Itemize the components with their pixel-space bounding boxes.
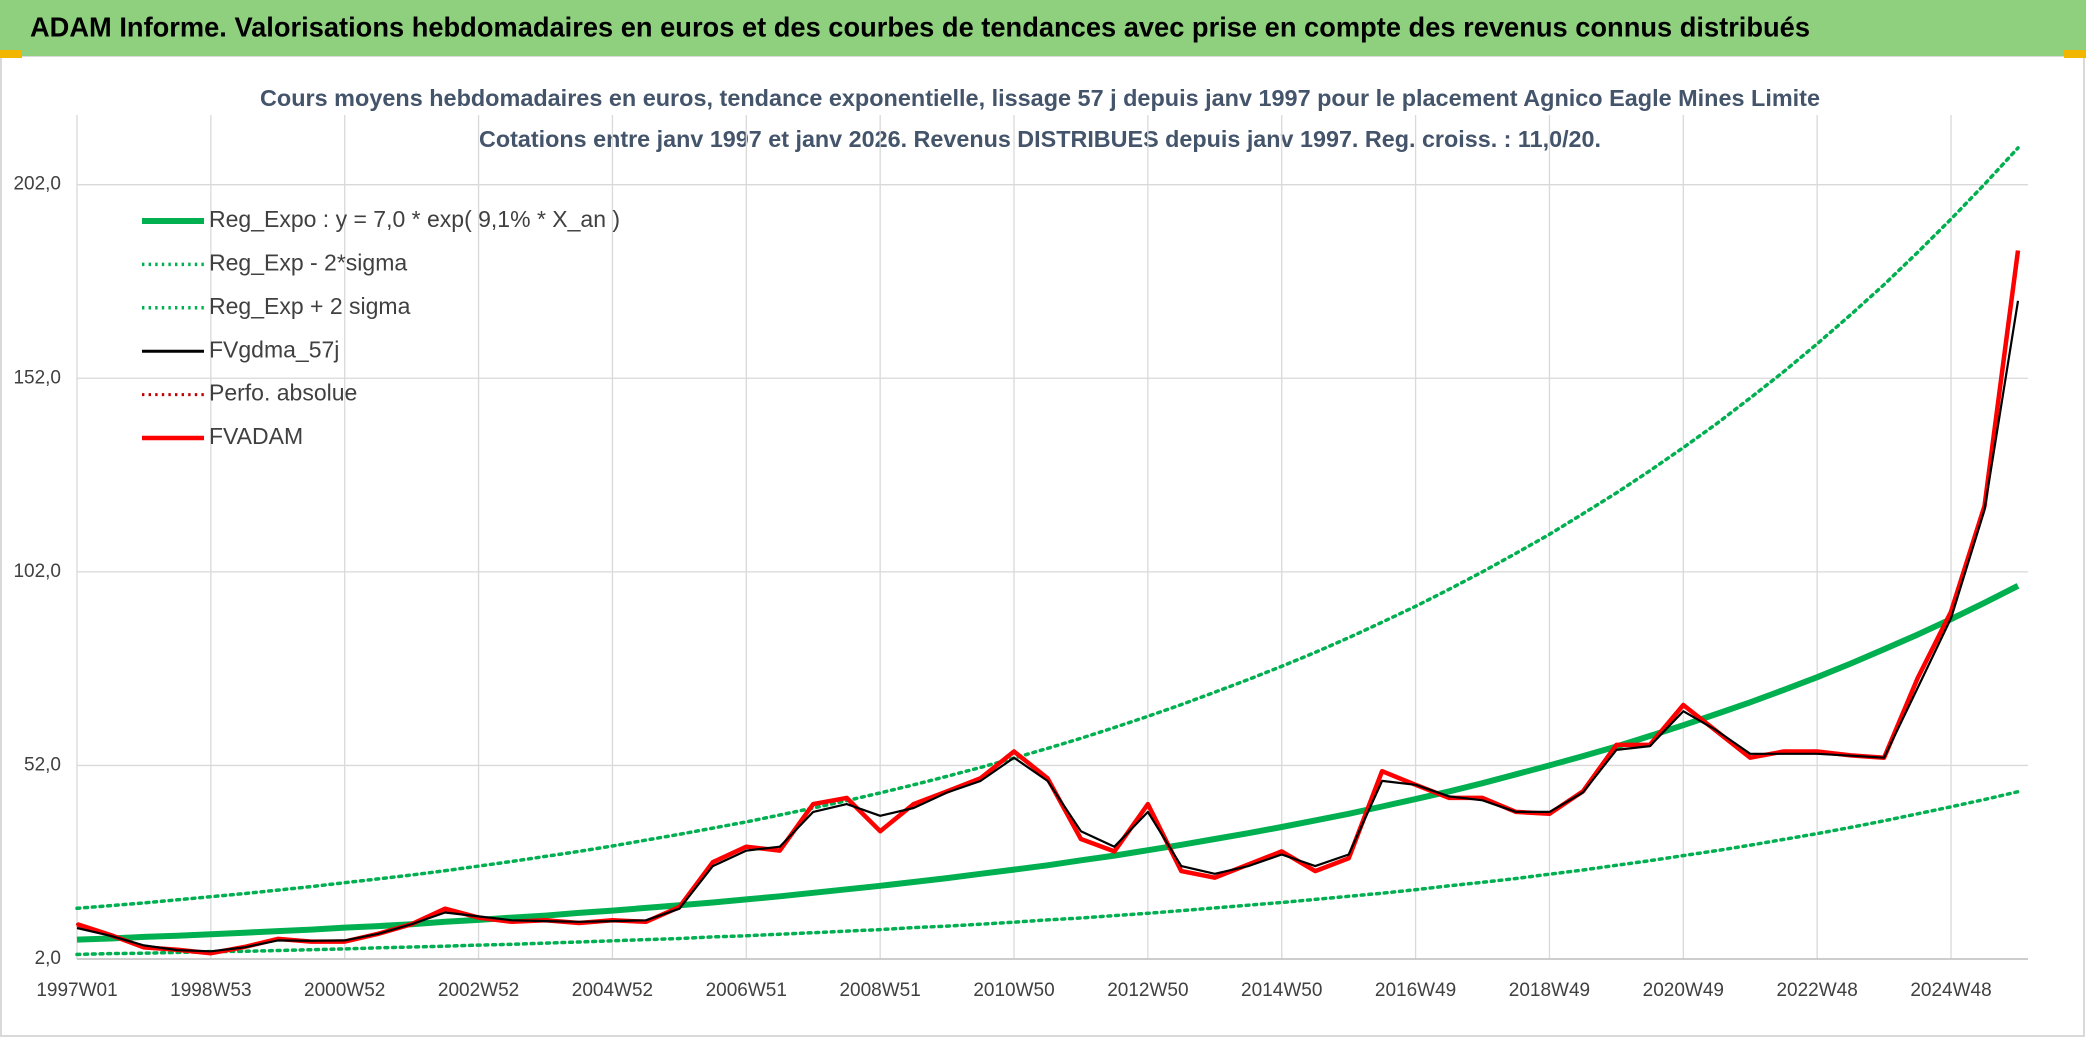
x-tick-label: 2014W50	[1241, 980, 1322, 1001]
x-tick-label: 2024W48	[1910, 980, 1991, 1001]
chart-title: Cours moyens hebdomadaires en euros, ten…	[260, 85, 1820, 111]
x-tick-label: 2008W51	[839, 980, 920, 1001]
series-line	[75, 146, 2020, 911]
x-tick-label: 1997W01	[36, 980, 117, 1001]
header-band	[0, 0, 2086, 56]
corner	[0, 50, 22, 58]
x-tick-label: 2016W49	[1375, 980, 1456, 1001]
x-tick-label: 2012W50	[1107, 980, 1188, 1001]
legend-text: Reg_Expo : y = 7,0 * exp( 9,1% * X_an )	[209, 206, 620, 232]
x-tick-label: 2010W50	[973, 980, 1054, 1001]
x-tick-label: 2004W52	[572, 980, 653, 1001]
x-tick-label: 2022W48	[1776, 980, 1857, 1001]
y-tick-label: 52,0	[24, 754, 61, 775]
y-tick-label: 202,0	[13, 174, 61, 195]
header-title: ADAM Informe. Valorisations hebdomadaire…	[30, 11, 1810, 42]
x-tick-label: 2020W49	[1643, 980, 1724, 1001]
legend-text: Perfo. absolue	[209, 380, 357, 406]
x-tick-label: 2018W49	[1509, 980, 1590, 1001]
legend-text: FVgdma_57j	[209, 336, 339, 362]
x-tick-label: 2002W52	[438, 980, 519, 1001]
x-tick-label: 2000W52	[304, 980, 385, 1001]
corner	[2064, 50, 2086, 58]
x-tick-label: 2006W51	[706, 980, 787, 1001]
series-line	[75, 789, 2020, 957]
series-line	[76, 583, 2020, 943]
series-line	[76, 300, 2020, 953]
x-tick-label: 1998W53	[170, 980, 251, 1001]
y-tick-label: 102,0	[13, 561, 61, 582]
legend-text: Reg_Exp - 2*sigma	[209, 249, 407, 275]
y-tick-label: 2,0	[35, 948, 61, 969]
legend-text: FVADAM	[209, 423, 303, 449]
y-tick-label: 152,0	[13, 367, 61, 388]
chart-subtitle: Cotations entre janv 1997 et janv 2026. …	[479, 126, 1601, 152]
legend-text: Reg_Exp + 2 sigma	[209, 293, 411, 319]
